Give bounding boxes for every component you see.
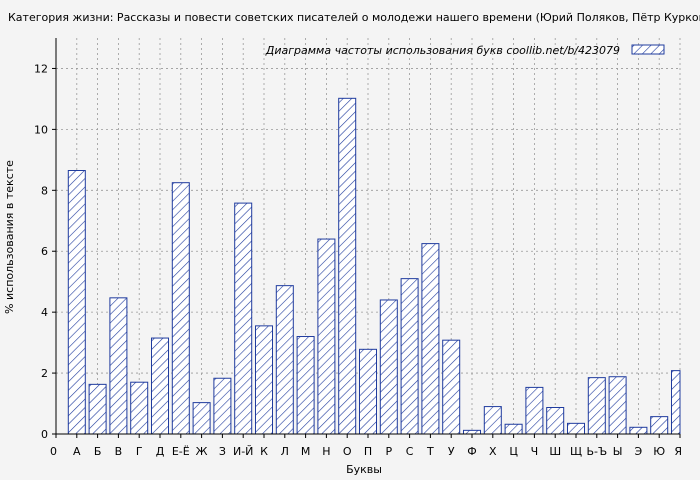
x-tick-label: К xyxy=(260,445,268,458)
legend-swatch xyxy=(631,44,665,55)
axes xyxy=(52,38,681,438)
x-tick-label: Б xyxy=(94,445,102,458)
y-tick-label: 0 xyxy=(41,428,48,441)
bar-И-Й xyxy=(234,202,253,435)
x-tick-label: В xyxy=(115,445,123,458)
y-tick-label: 12 xyxy=(34,62,48,75)
x-tick-label: Ф xyxy=(467,445,476,458)
y-tick-label: 10 xyxy=(34,123,48,136)
x-tick-label: Ь-Ъ xyxy=(586,445,607,458)
bar-Ь-Ъ xyxy=(587,377,606,435)
x-tick-label: Ч xyxy=(531,445,539,458)
bar-З xyxy=(213,377,232,435)
bar-Б xyxy=(88,383,107,435)
bar-Д xyxy=(151,337,169,435)
x-tick-label: З xyxy=(219,445,226,458)
x-tick-label: Е-Ё xyxy=(172,445,190,458)
x-tick-label: Ю xyxy=(653,445,665,458)
bar-Ж xyxy=(192,402,211,435)
x-tick-label: 0 xyxy=(50,445,57,458)
x-tick-label: А xyxy=(73,445,81,458)
x-tick-label: Ш xyxy=(549,445,561,458)
bar-Т xyxy=(421,243,440,435)
y-tick-label: 6 xyxy=(41,245,48,258)
x-tick-label: Х xyxy=(489,445,497,458)
bar-Э xyxy=(629,426,648,435)
legend: Диаграмма частоты использования букв coo… xyxy=(265,44,665,57)
bar-Н xyxy=(317,238,336,435)
x-tick-label: Ж xyxy=(196,445,208,458)
x-tick-labels: 0 А Б В Г Д Е-Ё Ж З И-Й К Л М Н О П Р С Т У Ф Х Ц Ч Ш Щ Ь-Ъ Ы Э Ю Я xyxy=(50,445,682,458)
y-tick-label: 2 xyxy=(41,367,48,380)
x-tick-label: Ц xyxy=(509,445,518,458)
x-tick-label: И-Й xyxy=(233,445,253,458)
chart-title: Категория жизни: Рассказы и повести сове… xyxy=(8,11,700,24)
bar-Ы xyxy=(608,376,627,435)
bar-П xyxy=(359,348,377,435)
x-tick-label: Д xyxy=(156,445,165,458)
bar-Е-Ё xyxy=(171,182,190,435)
x-tick-label: Р xyxy=(385,445,392,458)
bar-Я xyxy=(671,370,681,435)
x-tick-label: П xyxy=(364,445,372,458)
y-tick-labels: 0 2 4 6 8 10 12 xyxy=(34,62,48,441)
y-axis-label: % использования в тексте xyxy=(3,160,16,314)
x-tick-label: У xyxy=(448,445,455,458)
x-tick-label: Г xyxy=(136,445,143,458)
bar-Х xyxy=(483,406,502,435)
bar-А xyxy=(67,170,86,435)
bar-М xyxy=(296,336,315,435)
bar-Г xyxy=(130,381,149,435)
bar-В xyxy=(109,297,128,435)
x-tick-label: О xyxy=(343,445,352,458)
x-tick-label: Н xyxy=(322,445,330,458)
x-tick-label: С xyxy=(406,445,414,458)
bar-У xyxy=(442,339,461,435)
bar-Р xyxy=(379,299,398,435)
y-tick-label: 8 xyxy=(41,184,48,197)
bar-О xyxy=(338,97,357,435)
bar-Ф xyxy=(463,429,481,435)
x-tick-label: Ы xyxy=(613,445,623,458)
x-tick-label: Л xyxy=(281,445,289,458)
x-tick-label: Т xyxy=(426,445,434,458)
bars xyxy=(67,97,681,435)
x-tick-label: Я xyxy=(674,445,682,458)
x-tick-label: Э xyxy=(635,445,643,458)
bar-Ч xyxy=(525,386,544,435)
bar-Л xyxy=(275,285,294,435)
bar-Ш xyxy=(546,406,565,435)
y-tick-label: 4 xyxy=(41,306,48,319)
x-tick-label: Щ xyxy=(570,445,582,458)
bar-Ц xyxy=(504,423,523,435)
bar-Щ xyxy=(567,422,585,435)
legend-label: Диаграмма частоты использования букв coo… xyxy=(265,44,620,57)
x-tick-label: М xyxy=(301,445,311,458)
x-axis-label: Буквы xyxy=(346,463,382,476)
bar-С xyxy=(400,278,419,435)
bar-Ю xyxy=(650,416,669,435)
bar-К xyxy=(255,325,273,435)
